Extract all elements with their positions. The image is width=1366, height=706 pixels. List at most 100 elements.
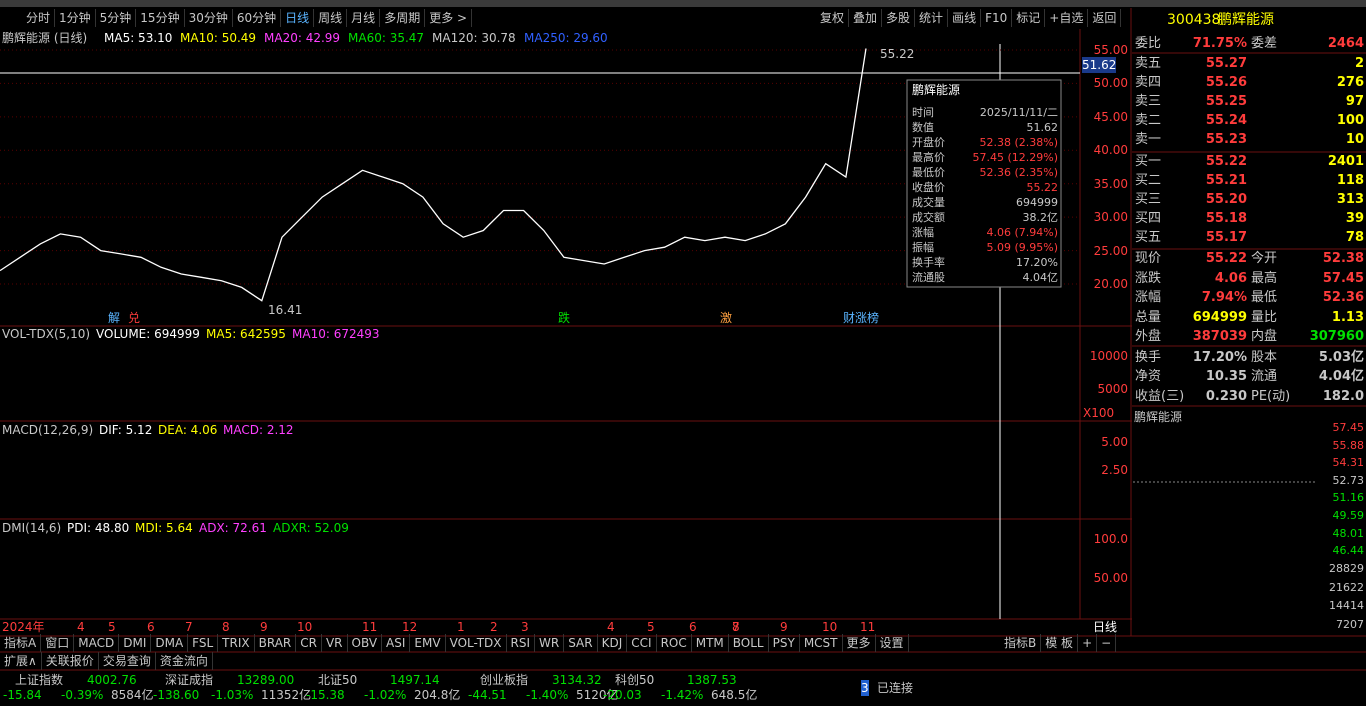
- template-tab[interactable]: 模 板: [1041, 634, 1079, 652]
- indicator-tab[interactable]: TRIX: [218, 634, 255, 652]
- ask-price: 55.27: [1205, 56, 1247, 71]
- x-tick-label: 9: [780, 620, 788, 634]
- period-button[interactable]: 15分钟: [136, 9, 185, 27]
- indicator-tab[interactable]: EMV: [410, 634, 446, 652]
- field-value: 71.75%: [1192, 36, 1247, 51]
- indicator-tab[interactable]: MTM: [692, 634, 729, 652]
- popup-label: 成交额: [912, 211, 945, 224]
- index-change: -44.51: [468, 688, 507, 702]
- popup-label: 时间: [912, 106, 934, 119]
- ma-legend: MA60: 35.47: [348, 31, 425, 45]
- indicator-tab[interactable]: VOL-TDX: [446, 634, 507, 652]
- indicator-tab[interactable]: BRAR: [255, 634, 297, 652]
- index-value: 13289.00: [237, 673, 295, 687]
- index-amount: 204.8亿: [414, 688, 461, 702]
- popup-value: 52.38 (2.38%): [979, 136, 1058, 149]
- indicator-tab[interactable]: BOLL: [729, 634, 769, 652]
- indicator-tab[interactable]: 指标A: [0, 634, 42, 652]
- mini-title: 鹏辉能源: [1134, 410, 1183, 424]
- indicator-tab[interactable]: CCI: [627, 634, 657, 652]
- y-tick-label: 50.00: [1093, 76, 1128, 91]
- popup-label: 收盘价: [912, 181, 945, 194]
- period-button[interactable]: 多周期: [380, 9, 426, 27]
- period-button[interactable]: 1分钟: [55, 9, 96, 27]
- extra-tab[interactable]: 扩展∧: [0, 652, 42, 670]
- indicator-tab[interactable]: SAR: [564, 634, 598, 652]
- indicator-tab[interactable]: CR: [296, 634, 322, 652]
- indicator-tab[interactable]: WR: [535, 634, 565, 652]
- panel-legend: MA10: 672493: [292, 327, 380, 341]
- event-label: 激: [720, 311, 733, 325]
- period-button[interactable]: 更多 >: [425, 9, 473, 27]
- index-pct: -1.02%: [364, 688, 407, 702]
- indicator-tab[interactable]: KDJ: [598, 634, 628, 652]
- period-button[interactable]: 周线: [314, 9, 348, 27]
- indicator-tab[interactable]: DMI: [119, 634, 152, 652]
- indicator-tab[interactable]: MCST: [800, 634, 843, 652]
- indicator-tab[interactable]: MACD: [74, 634, 120, 652]
- indicator-tab[interactable]: VR: [322, 634, 348, 652]
- indicator-tab[interactable]: 窗口: [41, 634, 75, 652]
- event-label: 兑: [128, 311, 141, 325]
- index-pct: -1.03%: [211, 688, 254, 702]
- action-button[interactable]: 画线: [948, 9, 982, 27]
- extra-tabs: 扩展∧ 关联报价 交易查询 资金流向: [0, 652, 213, 670]
- x-tick-label: 10: [297, 620, 313, 634]
- mini-price-tick: 57.45: [1332, 421, 1365, 434]
- bid-volume: 2401: [1327, 154, 1364, 169]
- extra-tab[interactable]: 交易查询: [99, 652, 156, 670]
- unit-label: X100: [1083, 406, 1115, 420]
- stock-code: 300438: [1167, 12, 1221, 28]
- template-tab[interactable]: 指标B: [1000, 634, 1042, 652]
- period-button[interactable]: 5分钟: [96, 9, 137, 27]
- price-line: [0, 48, 867, 302]
- panel-tick: 5000: [1097, 382, 1128, 396]
- indicator-tab[interactable]: 更多: [843, 634, 876, 652]
- indicator-tab[interactable]: ASI: [382, 634, 411, 652]
- action-button[interactable]: +自选: [1045, 9, 1089, 27]
- x-tick-label: 6: [147, 620, 155, 634]
- indicator-tab[interactable]: RSI: [507, 634, 536, 652]
- indicator-tab[interactable]: OBV: [348, 634, 383, 652]
- x-tick-label: 1: [457, 620, 465, 634]
- stock-name: 鹏辉能源: [1218, 12, 1274, 28]
- x-tick-label: 12: [402, 620, 418, 634]
- y-tick-label: 45.00: [1093, 109, 1128, 124]
- indicator-tab[interactable]: DMA: [151, 634, 189, 652]
- panel-legend: VOL-TDX(5,10): [2, 327, 91, 341]
- period-button[interactable]: 分时: [22, 9, 56, 27]
- period-button[interactable]: 日线: [281, 9, 315, 27]
- action-button[interactable]: 叠加: [849, 9, 883, 27]
- indicator-tab[interactable]: PSY: [769, 634, 800, 652]
- popup-label: 换手率: [912, 256, 945, 269]
- index-value: 3134.32: [552, 673, 602, 687]
- extra-tab[interactable]: 关联报价: [42, 652, 99, 670]
- index-change: -15.84: [3, 688, 42, 702]
- period-button[interactable]: 60分钟: [233, 9, 282, 27]
- indicator-tab[interactable]: ROC: [657, 634, 692, 652]
- indicator-tab[interactable]: 设置: [876, 634, 909, 652]
- x-tick-label: 9: [260, 620, 268, 634]
- action-button[interactable]: 统计: [915, 9, 949, 27]
- extra-tab[interactable]: 资金流向: [156, 652, 213, 670]
- mini-price-tick: 51.16: [1332, 491, 1365, 505]
- action-button[interactable]: F10: [981, 9, 1013, 27]
- action-button[interactable]: 多股: [882, 9, 916, 27]
- action-button[interactable]: 标记: [1012, 9, 1046, 27]
- ask-price: 55.24: [1205, 113, 1247, 128]
- action-button[interactable]: 复权: [816, 9, 850, 27]
- template-tab[interactable]: −: [1097, 634, 1117, 652]
- bid-price: 55.22: [1205, 154, 1247, 169]
- period-toolbar: 分时 1分钟 5分钟 15分钟 30分钟 60分钟 日线 周线 月线 多周期 更多 >: [22, 9, 473, 27]
- popup-value: 5.09 (9.95%): [986, 241, 1058, 254]
- x-tick-label: 3: [521, 620, 529, 634]
- indicator-tab[interactable]: FSL: [188, 634, 219, 652]
- field-label: 委比: [1135, 36, 1162, 51]
- field-label: 现价: [1135, 251, 1162, 266]
- period-button[interactable]: 30分钟: [185, 9, 233, 27]
- template-tab[interactable]: +: [1078, 634, 1098, 652]
- ask-volume: 100: [1336, 113, 1364, 128]
- action-button[interactable]: 返回: [1088, 9, 1122, 27]
- period-button[interactable]: 月线: [347, 9, 381, 27]
